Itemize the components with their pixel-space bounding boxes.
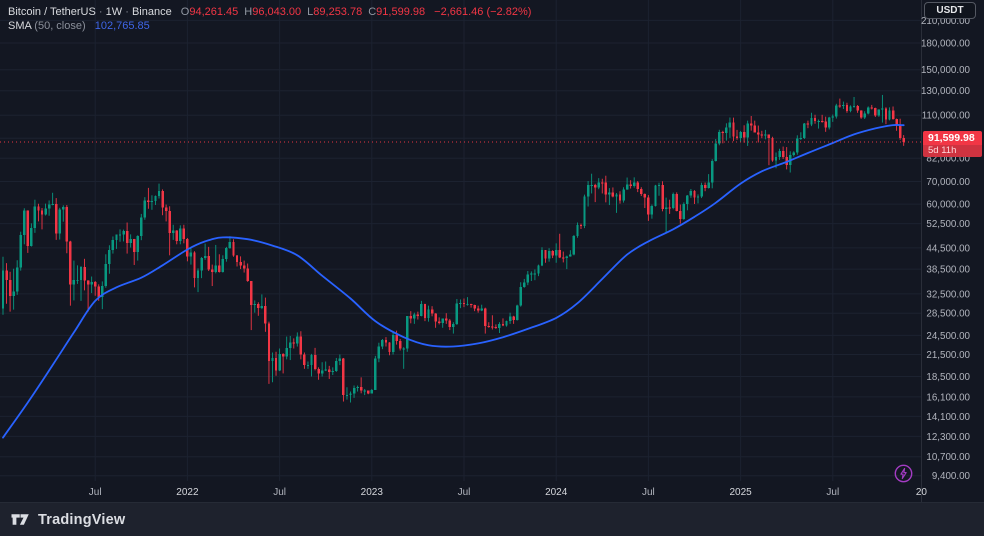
chart-legend: Bitcoin / TetherUS · 1W · Binance O94,26… (8, 5, 531, 33)
price-tick-label: 180,000.00 (921, 38, 971, 49)
ohlc-value: 94,261.45 (189, 6, 239, 18)
lightning-icon (894, 464, 913, 483)
sma-value: 102,765.85 (94, 20, 150, 32)
price-tick-label: 52,500.00 (926, 219, 970, 230)
boost-button[interactable] (894, 464, 913, 483)
price-axis[interactable]: 210,000.00 180,000.00 150,000.00 130,000.00… (921, 16, 971, 482)
current-price-value: 91,599.98 (923, 131, 982, 145)
ohlc-letter: C (368, 6, 377, 18)
price-tick-label: 44,500.00 (926, 243, 970, 254)
brand-name: TradingView (38, 511, 126, 528)
time-tick-label: Jul (458, 487, 471, 498)
candlestick-chart: 210,000.00 180,000.00 150,000.00 130,000.00… (0, 0, 971, 503)
price-tick-label: 21,500.00 (926, 350, 970, 361)
change-value: −2,661.46 (−2.82%) (434, 6, 532, 18)
price-tick-label: 24,500.00 (926, 331, 970, 342)
candle-bodies (1, 104, 905, 397)
price-tick-label: 60,000.00 (926, 200, 970, 211)
time-tick-label: 2022 (176, 487, 199, 498)
time-tick-label: 20 (916, 487, 928, 498)
symbol-legend-row: Bitcoin / TetherUS · 1W · Binance O94,26… (8, 6, 532, 18)
footer-bar: TradingView (0, 502, 984, 536)
price-tick-label: 10,700.00 (926, 452, 970, 463)
interval-label[interactable]: 1W (105, 6, 123, 18)
price-tick-label: 32,500.00 (926, 289, 970, 300)
symbol-title[interactable]: Bitcoin / TetherUS (8, 6, 96, 18)
time-tick-label: Jul (273, 487, 286, 498)
chart-pane[interactable]: 210,000.00 180,000.00 150,000.00 130,000.00… (0, 0, 984, 503)
price-tick-label: 110,000.00 (922, 111, 971, 122)
ohlc-letter: L (307, 6, 314, 18)
tradingview-logo[interactable]: TradingView (10, 509, 125, 530)
price-tick-label: 70,000.00 (926, 177, 970, 188)
tradingview-logo-icon (11, 514, 29, 525)
indicator-params: (50, close) (34, 20, 86, 32)
time-axis[interactable]: Jul 2022 Jul 2023 Jul 2024 Jul 2025 Jul 20 (89, 487, 928, 498)
price-tick-label: 38,500.00 (926, 265, 970, 276)
price-tick-label: 12,300.00 (926, 432, 970, 443)
price-tick-label: 82,000.00 (926, 154, 970, 165)
grid-lines (0, 0, 921, 481)
currency-toggle-button[interactable]: USDT (924, 2, 976, 19)
price-tick-label: 9,400.00 (932, 471, 971, 482)
ohlc-value: 96,043.00 (252, 6, 302, 18)
price-tick-label: 16,100.00 (926, 392, 970, 403)
price-tick-label: 150,000.00 (921, 65, 971, 76)
time-tick-label: Jul (826, 487, 839, 498)
ohlc-value: 91,599.98 (376, 6, 426, 18)
ohlc-legend: O94,261.45 H96,043.00 L89,253.78 C91,599.98 (175, 6, 425, 18)
indicator-name[interactable]: SMA (8, 20, 32, 32)
price-tick-label: 130,000.00 (921, 86, 971, 97)
ohlc-letter: O (180, 6, 190, 18)
sma-line (2, 124, 905, 439)
price-tick-label: 18,500.00 (926, 372, 970, 383)
price-tick-label: 14,100.00 (926, 412, 970, 423)
exchange-label: Binance (131, 6, 172, 18)
time-tick-label: 2023 (361, 487, 384, 498)
time-tick-label: 2024 (545, 487, 568, 498)
ohlc-letter: H (244, 6, 253, 18)
current-price-label: 91,599.98 5d 11h (923, 131, 982, 157)
price-tick-label: 210,000.00 (921, 16, 971, 27)
ohlc-value: 89,253.78 (313, 6, 363, 18)
indicator-legend-row: SMA (50, close) 102,765.85 (8, 19, 531, 33)
time-tick-label: Jul (89, 487, 102, 498)
time-tick-label: Jul (642, 487, 655, 498)
bar-countdown: 5d 11h (923, 145, 982, 157)
price-tick-label: 28,500.00 (926, 309, 970, 320)
time-tick-label: 2025 (729, 487, 752, 498)
